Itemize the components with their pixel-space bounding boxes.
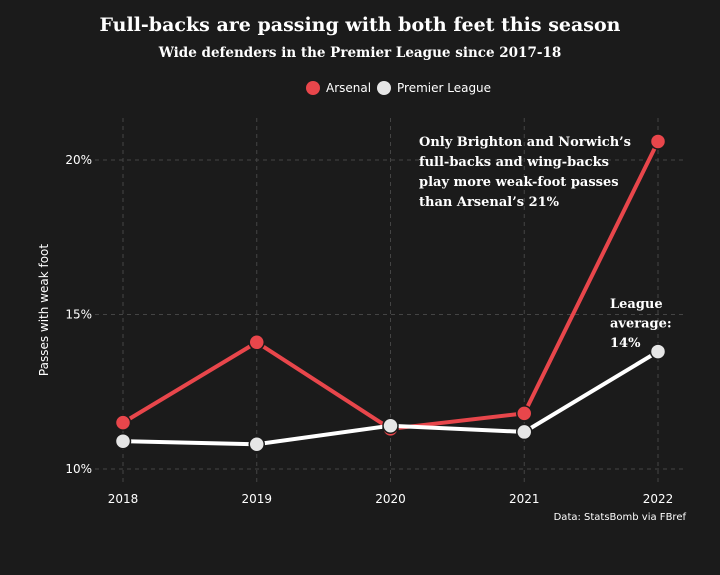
annotation-arsenal: than Arsenal’s 21% — [419, 195, 560, 210]
data-point-arsenal — [516, 405, 533, 422]
annotation-arsenal: play more weak-foot passes — [419, 175, 619, 190]
x-tick-label: 2021 — [509, 492, 540, 506]
data-point-arsenal — [114, 414, 132, 431]
source-note: Data: StatsBomb via FBref — [554, 512, 687, 523]
legend-label: Premier League — [397, 81, 491, 95]
x-tick-label: 2018 — [108, 492, 139, 506]
y-tick-label: 10% — [65, 462, 92, 476]
x-tick-label: 2022 — [643, 492, 674, 506]
y-tick-label: 15% — [65, 308, 92, 322]
data-point-arsenal — [649, 133, 667, 150]
x-tick-label: 2019 — [241, 492, 272, 506]
annotation-league-average: 14% — [610, 336, 641, 351]
annotation-league-average: average: — [610, 317, 672, 332]
legend-marker — [377, 81, 391, 95]
x-tick-label: 2020 — [375, 492, 406, 506]
annotation-arsenal: Only Brighton and Norwich’s — [419, 135, 631, 150]
data-point-premier-league — [114, 432, 132, 450]
chart-title: Full-backs are passing with both feet th… — [99, 14, 621, 36]
data-point-premier-league — [248, 436, 265, 453]
data-point-premier-league — [649, 343, 667, 360]
annotation-league-average: League — [610, 297, 663, 312]
legend-marker — [306, 81, 320, 95]
chart-subtitle: Wide defenders in the Premier League sin… — [158, 45, 562, 61]
legend-label: Arsenal — [326, 81, 371, 95]
annotation-arsenal: full-backs and wing-backs — [419, 155, 609, 170]
y-axis-label: Passes with weak foot — [37, 244, 51, 377]
data-point-premier-league — [516, 423, 533, 441]
data-point-arsenal — [248, 334, 265, 351]
data-point-premier-league — [382, 417, 399, 434]
y-tick-label: 20% — [65, 153, 92, 167]
